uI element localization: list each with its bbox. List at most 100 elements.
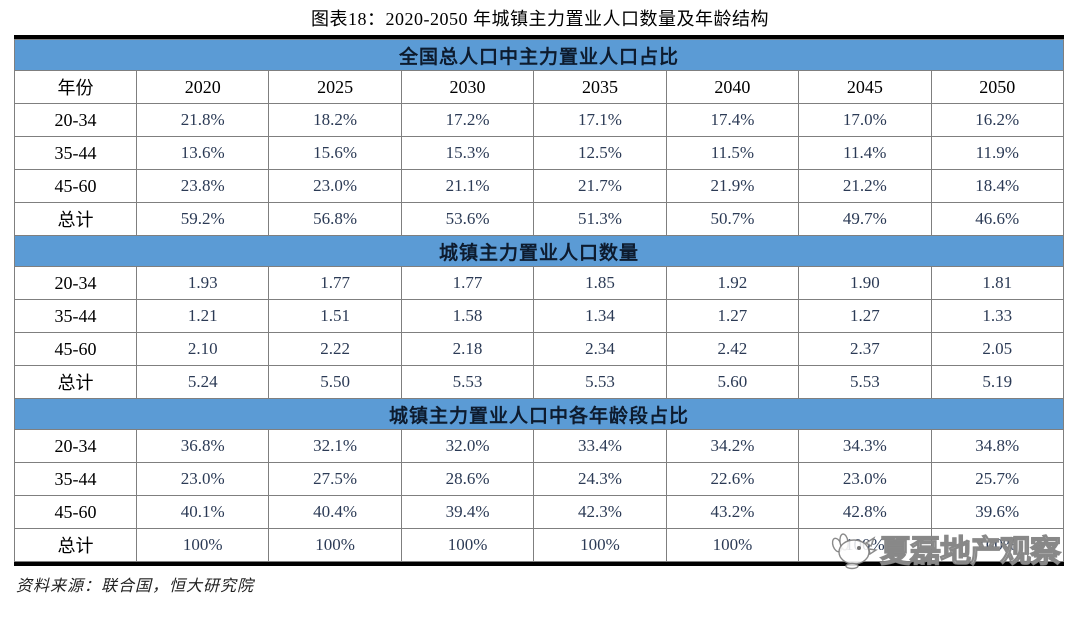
column-header: 2020 xyxy=(135,70,270,104)
row-label: 总计 xyxy=(14,202,137,236)
table-row: 总计 100% 100% 100% 100% 100% 100% 100% xyxy=(14,528,1065,562)
column-header: 2030 xyxy=(400,70,535,104)
column-header: 2025 xyxy=(268,70,402,104)
table-cell: 17.2% xyxy=(400,103,535,137)
table-cell: 1.90 xyxy=(798,266,932,300)
table-cell: 1.21 xyxy=(135,299,270,333)
table-row: 45-60 23.8% 23.0% 21.1% 21.7% 21.9% 21.2% 18.4% xyxy=(14,169,1065,203)
table-cell: 100% xyxy=(798,528,932,562)
year-column-header: 年份 xyxy=(14,70,137,104)
table-cell: 42.3% xyxy=(533,495,667,529)
table-row: 35-44 23.0% 27.5% 28.6% 24.3% 22.6% 23.0% 25.7% xyxy=(14,462,1065,496)
figure-title: 图表18：2020-2050 年城镇主力置业人口数量及年龄结构 xyxy=(311,9,769,29)
table-cell: 11.4% xyxy=(798,136,932,170)
table-cell: 1.85 xyxy=(533,266,667,300)
table-cell: 23.8% xyxy=(135,169,270,203)
table-cell: 51.3% xyxy=(533,202,667,236)
table-cell: 1.77 xyxy=(268,266,402,300)
table-cell: 46.6% xyxy=(930,202,1065,236)
table-cell: 100% xyxy=(533,528,667,562)
table-cell: 5.53 xyxy=(533,365,667,399)
table-cell: 2.22 xyxy=(268,332,402,366)
row-label: 35-44 xyxy=(14,299,137,333)
table-cell: 32.0% xyxy=(400,429,535,463)
table-cell: 5.24 xyxy=(135,365,270,399)
section-title: 全国总人口中主力置业人口占比 xyxy=(14,39,1064,71)
table-cell: 13.6% xyxy=(135,136,270,170)
table-cell: 16.2% xyxy=(930,103,1065,137)
table-cell: 100% xyxy=(268,528,402,562)
table-cell: 17.4% xyxy=(665,103,800,137)
section-title: 城镇主力置业人口中各年龄段占比 xyxy=(14,398,1064,430)
table-cell: 5.19 xyxy=(930,365,1065,399)
table-cell: 56.8% xyxy=(268,202,402,236)
table-cell: 18.2% xyxy=(268,103,402,137)
table-cell: 17.0% xyxy=(798,103,932,137)
section-title: 城镇主力置业人口数量 xyxy=(14,235,1064,267)
table-cell: 23.0% xyxy=(268,169,402,203)
table-frame: 全国总人口中主力置业人口占比 年份 2020 2025 2030 2035 2040 2045… xyxy=(14,35,1065,570)
table-row: 20-34 1.93 1.77 1.77 1.85 1.92 1.90 1.81 xyxy=(14,266,1065,300)
table-cell: 1.27 xyxy=(665,299,800,333)
table-cell: 53.6% xyxy=(400,202,535,236)
table-cell: 50.7% xyxy=(665,202,800,236)
table-cell: 100% xyxy=(930,528,1065,562)
table-cell: 21.9% xyxy=(665,169,800,203)
table-cell: 11.5% xyxy=(665,136,800,170)
section-header-row: 全国总人口中主力置业人口占比 xyxy=(14,39,1064,71)
table-cell: 2.10 xyxy=(135,332,270,366)
table-cell: 21.2% xyxy=(798,169,932,203)
table-cell: 2.37 xyxy=(798,332,932,366)
row-label: 20-34 xyxy=(14,103,137,137)
column-header: 2045 xyxy=(798,70,932,104)
table-cell: 23.0% xyxy=(135,462,270,496)
population-table: 全国总人口中主力置业人口占比 年份 2020 2025 2030 2035 2040 2045… xyxy=(14,39,1065,562)
row-label: 35-44 xyxy=(14,462,137,496)
table-cell: 1.92 xyxy=(665,266,800,300)
table-cell: 5.53 xyxy=(400,365,535,399)
table-cell: 36.8% xyxy=(135,429,270,463)
table-cell: 2.34 xyxy=(533,332,667,366)
column-header: 2040 xyxy=(665,70,800,104)
table-cell: 24.3% xyxy=(533,462,667,496)
table-cell: 5.50 xyxy=(268,365,402,399)
column-header: 2050 xyxy=(930,70,1065,104)
row-label: 45-60 xyxy=(14,495,137,529)
table-cell: 34.3% xyxy=(798,429,932,463)
table-cell: 22.6% xyxy=(665,462,800,496)
table-cell: 33.4% xyxy=(533,429,667,463)
section-header-row: 城镇主力置业人口中各年龄段占比 xyxy=(14,398,1064,430)
table-cell: 1.34 xyxy=(533,299,667,333)
table-cell: 15.6% xyxy=(268,136,402,170)
table-cell: 2.18 xyxy=(400,332,535,366)
table-row: 20-34 21.8% 18.2% 17.2% 17.1% 17.4% 17.0% 16.2% xyxy=(14,103,1065,137)
row-label: 45-60 xyxy=(14,332,137,366)
table-cell: 2.05 xyxy=(930,332,1065,366)
table-cell: 39.4% xyxy=(400,495,535,529)
table-cell: 2.42 xyxy=(665,332,800,366)
table-row: 35-44 1.21 1.51 1.58 1.34 1.27 1.27 1.33 xyxy=(14,299,1065,333)
table-cell: 34.2% xyxy=(665,429,800,463)
table-cell: 100% xyxy=(400,528,535,562)
table-cell: 59.2% xyxy=(135,202,270,236)
row-label: 20-34 xyxy=(14,429,137,463)
table-row: 45-60 2.10 2.22 2.18 2.34 2.42 2.37 2.05 xyxy=(14,332,1065,366)
row-label: 45-60 xyxy=(14,169,137,203)
table-row: 35-44 13.6% 15.6% 15.3% 12.5% 11.5% 11.4% 11.9% xyxy=(14,136,1065,170)
row-label: 总计 xyxy=(14,365,137,399)
table-row: 45-60 40.1% 40.4% 39.4% 42.3% 43.2% 42.8% 39.6% xyxy=(14,495,1065,529)
table-cell: 1.81 xyxy=(930,266,1065,300)
table-cell: 18.4% xyxy=(930,169,1065,203)
source-note: 资料来源：联合国，恒大研究院 xyxy=(16,578,255,595)
table-cell: 49.7% xyxy=(798,202,932,236)
table-cell: 21.7% xyxy=(533,169,667,203)
table-cell: 5.53 xyxy=(798,365,932,399)
table-cell: 25.7% xyxy=(930,462,1065,496)
table-row: 20-34 36.8% 32.1% 32.0% 33.4% 34.2% 34.3% 34.8% xyxy=(14,429,1065,463)
table-cell: 1.51 xyxy=(268,299,402,333)
table-row: 总计 59.2% 56.8% 53.6% 51.3% 50.7% 49.7% 46.6% xyxy=(14,202,1065,236)
table-cell: 43.2% xyxy=(665,495,800,529)
column-header-row: 年份 2020 2025 2030 2035 2040 2045 2050 xyxy=(14,70,1065,104)
column-header: 2035 xyxy=(533,70,667,104)
